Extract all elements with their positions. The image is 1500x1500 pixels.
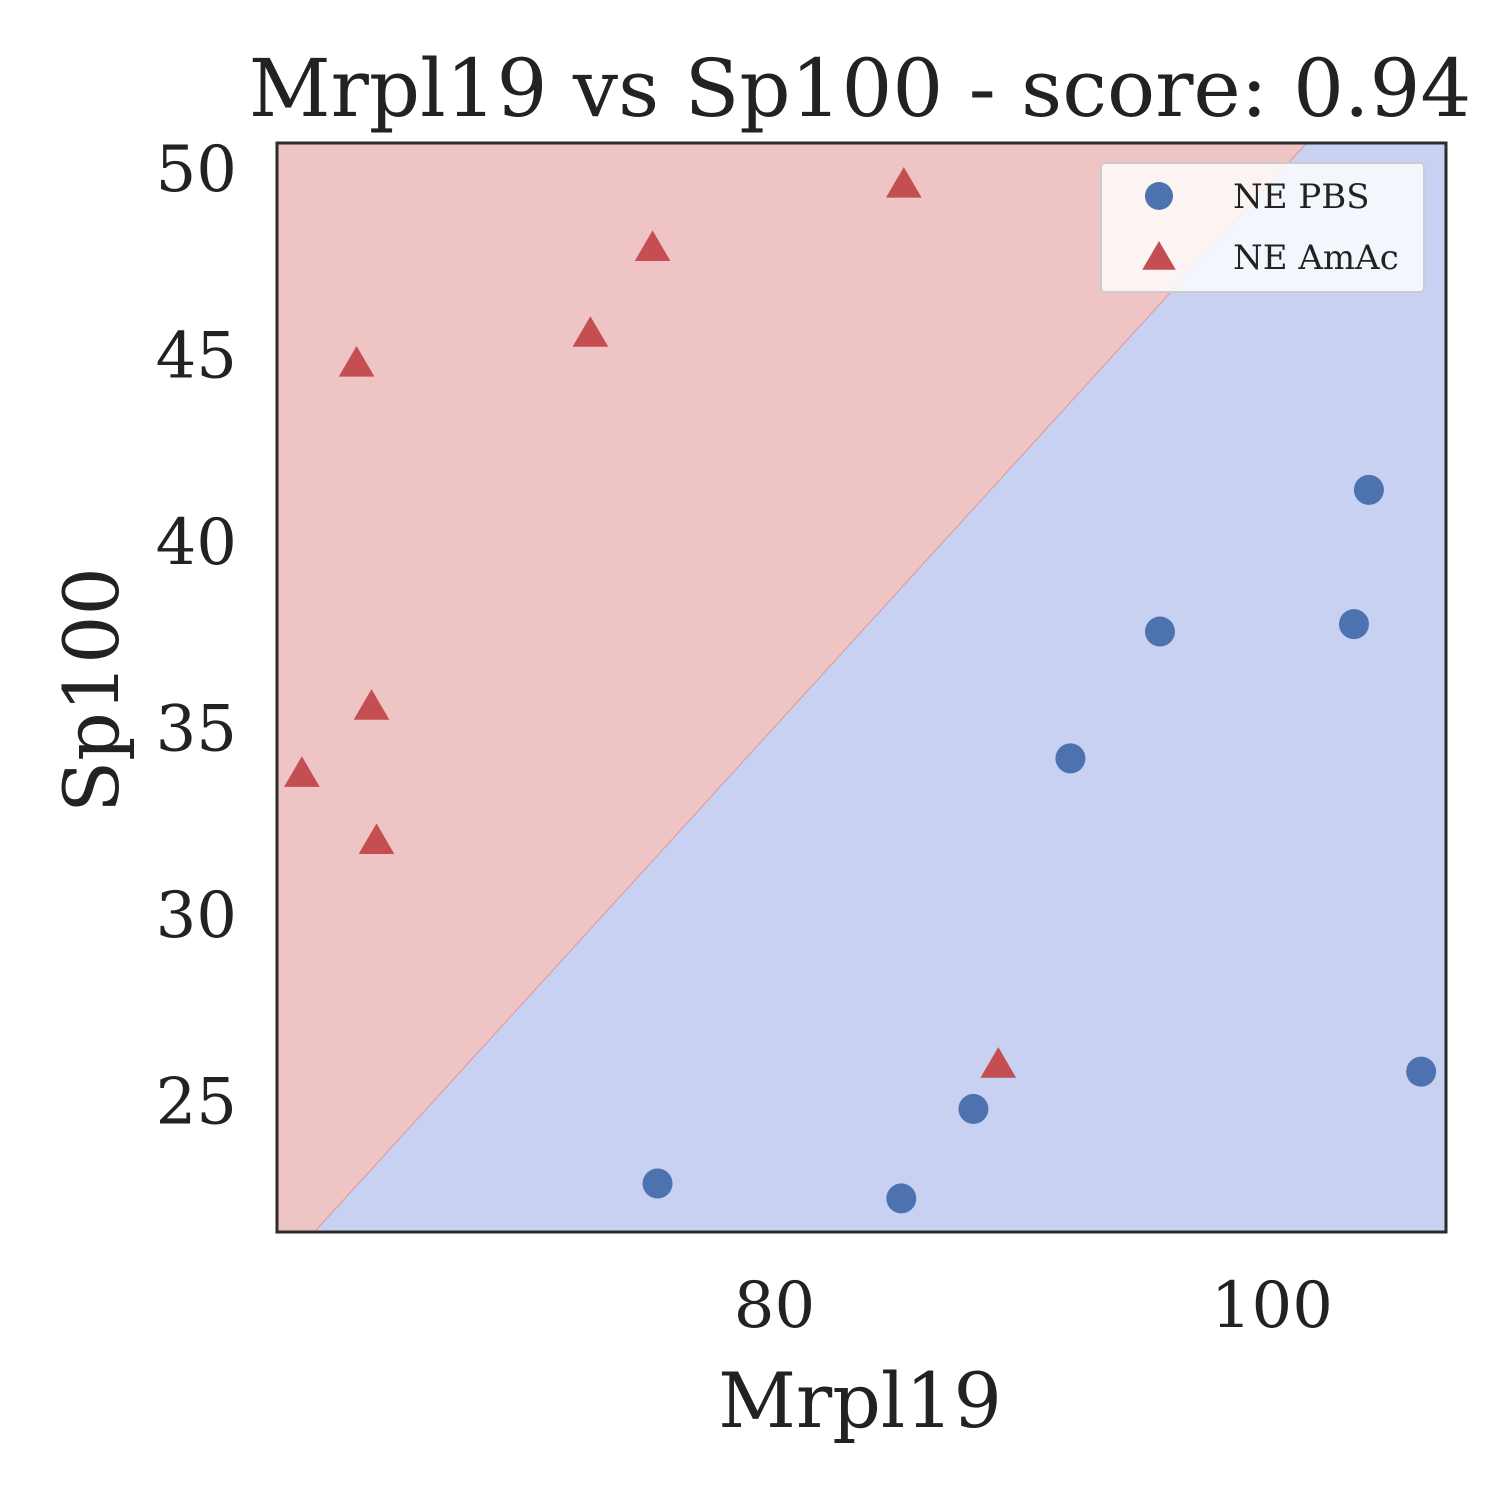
point-ne-amac — [338, 346, 375, 377]
point-ne-pbs — [1338, 609, 1369, 640]
x-axis-label: Mrpl19 — [718, 1356, 1002, 1445]
point-ne-amac — [634, 230, 671, 262]
y-axis-label: Sp100 — [47, 567, 136, 813]
point-ne-pbs — [1055, 743, 1086, 774]
y-tick-label: 30 — [156, 879, 237, 953]
chart-title: Mrpl19 vs Sp100 - score: 0.94 — [249, 42, 1472, 135]
y-tick-label: 25 — [156, 1065, 237, 1139]
plot-frame — [275, 141, 1448, 1234]
point-ne-pbs — [1144, 616, 1175, 647]
point-ne-amac — [353, 689, 390, 720]
point-ne-pbs — [886, 1183, 917, 1214]
point-ne-pbs — [1353, 474, 1384, 505]
point-ne-amac — [284, 756, 320, 787]
legend: NE PBS NE AmAc — [1100, 162, 1425, 293]
y-tick-label: 50 — [156, 133, 237, 207]
legend-label: NE PBS — [1233, 177, 1370, 217]
decision-boundary — [313, 143, 1308, 1232]
y-tick-label: 45 — [156, 320, 237, 394]
point-ne-pbs — [642, 1168, 673, 1199]
x-tick-label: 80 — [734, 1269, 815, 1343]
point-ne-pbs — [1406, 1056, 1437, 1087]
x-axis-ticks: 80 100 — [734, 1269, 1333, 1343]
legend-marker-ne-amac — [1142, 241, 1176, 270]
point-ne-amac — [358, 823, 395, 855]
x-tick-label: 100 — [1211, 1269, 1333, 1343]
legend-marker-ne-pbs — [1145, 182, 1173, 210]
point-ne-amac — [572, 316, 609, 347]
legend-label: NE AmAc — [1233, 238, 1399, 278]
y-tick-label: 35 — [156, 693, 237, 767]
point-ne-amac — [885, 167, 922, 198]
point-ne-pbs — [958, 1093, 989, 1124]
y-tick-label: 40 — [156, 506, 237, 580]
point-ne-amac — [980, 1047, 1017, 1078]
y-axis-ticks: 25 30 35 40 45 50 — [156, 133, 237, 1139]
legend-box — [1100, 162, 1425, 293]
data-points — [284, 167, 1437, 1214]
